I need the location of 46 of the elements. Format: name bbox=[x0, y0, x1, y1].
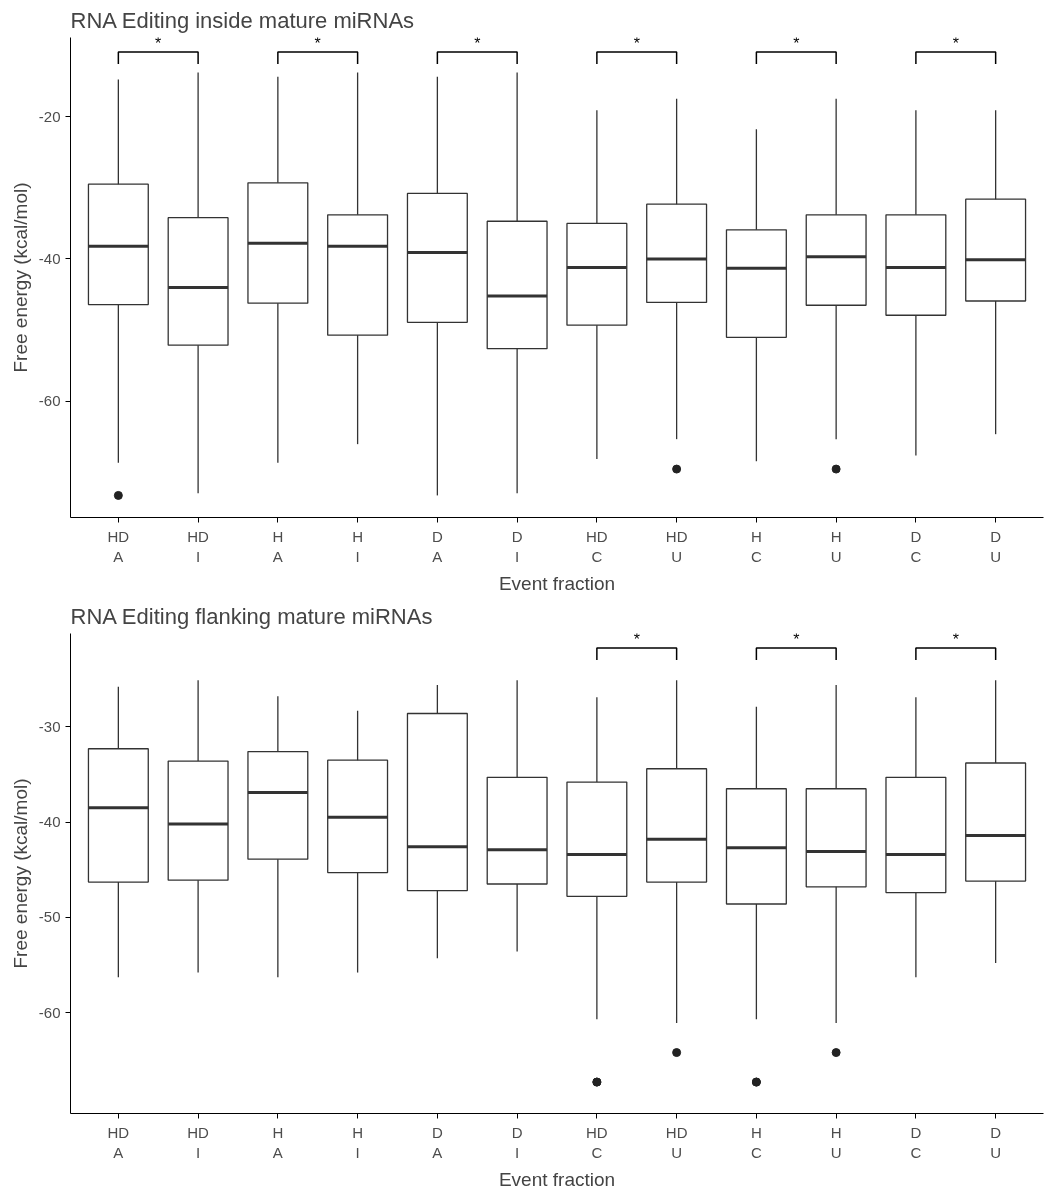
y-tick-label: -40 bbox=[38, 813, 61, 831]
x-tick-label: HD I bbox=[187, 527, 210, 565]
x-tick-label: D A bbox=[431, 1123, 443, 1161]
annotation: * bbox=[952, 630, 959, 648]
x-tick-label: HD U bbox=[665, 1123, 688, 1161]
x-tick-label: H U bbox=[830, 1123, 842, 1161]
x-tick-label: HD A bbox=[107, 1123, 130, 1161]
x-tick-label: H I bbox=[352, 527, 364, 565]
x-tick-label: D C bbox=[910, 1123, 922, 1161]
annotation: * bbox=[314, 34, 321, 52]
x-tick-label: D C bbox=[910, 527, 922, 565]
x-tick-label: D U bbox=[990, 527, 1002, 565]
annotation: * bbox=[633, 630, 640, 648]
x-tick-label: D A bbox=[431, 527, 443, 565]
annotation: * bbox=[952, 34, 959, 52]
chart-title: RNA Editing flanking mature miRNAs bbox=[70, 603, 433, 629]
x-tick-label: H C bbox=[750, 527, 762, 565]
x-axis-title: Event fraction bbox=[498, 572, 616, 594]
y-tick-label: -60 bbox=[38, 1003, 61, 1021]
x-tick-label: HD C bbox=[586, 527, 608, 565]
annotation: * bbox=[793, 630, 800, 648]
y-tick-label: -60 bbox=[38, 392, 61, 410]
x-tick-label: HD U bbox=[665, 527, 688, 565]
annotation: * bbox=[155, 34, 162, 52]
x-tick-label: HD I bbox=[187, 1123, 210, 1161]
annotation: * bbox=[474, 34, 481, 52]
x-tick-label: H A bbox=[272, 527, 284, 565]
x-tick-label: H I bbox=[352, 1123, 364, 1161]
y-axis-title: Free energy (kcal/mol) bbox=[9, 778, 31, 969]
x-tick-label: H U bbox=[830, 527, 842, 565]
chart-title: RNA Editing inside mature miRNAs bbox=[70, 7, 415, 33]
x-tick-label: HD A bbox=[107, 527, 130, 565]
x-tick-label: H C bbox=[750, 1123, 762, 1161]
x-tick-label: H A bbox=[272, 1123, 284, 1161]
y-tick-label: -40 bbox=[38, 249, 61, 267]
x-tick-label: D U bbox=[990, 1123, 1002, 1161]
annotation: * bbox=[633, 34, 640, 52]
annotation: * bbox=[793, 34, 800, 52]
y-axis-title: Free energy (kcal/mol) bbox=[9, 182, 31, 373]
y-tick-label: -20 bbox=[38, 107, 61, 125]
y-tick-label: -30 bbox=[38, 717, 61, 735]
y-tick-label: -50 bbox=[38, 908, 61, 926]
x-tick-label: HD C bbox=[586, 1123, 608, 1161]
x-tick-label: D I bbox=[511, 527, 523, 565]
x-axis-title: Event fraction bbox=[498, 1168, 616, 1190]
x-tick-label: D I bbox=[511, 1123, 523, 1161]
